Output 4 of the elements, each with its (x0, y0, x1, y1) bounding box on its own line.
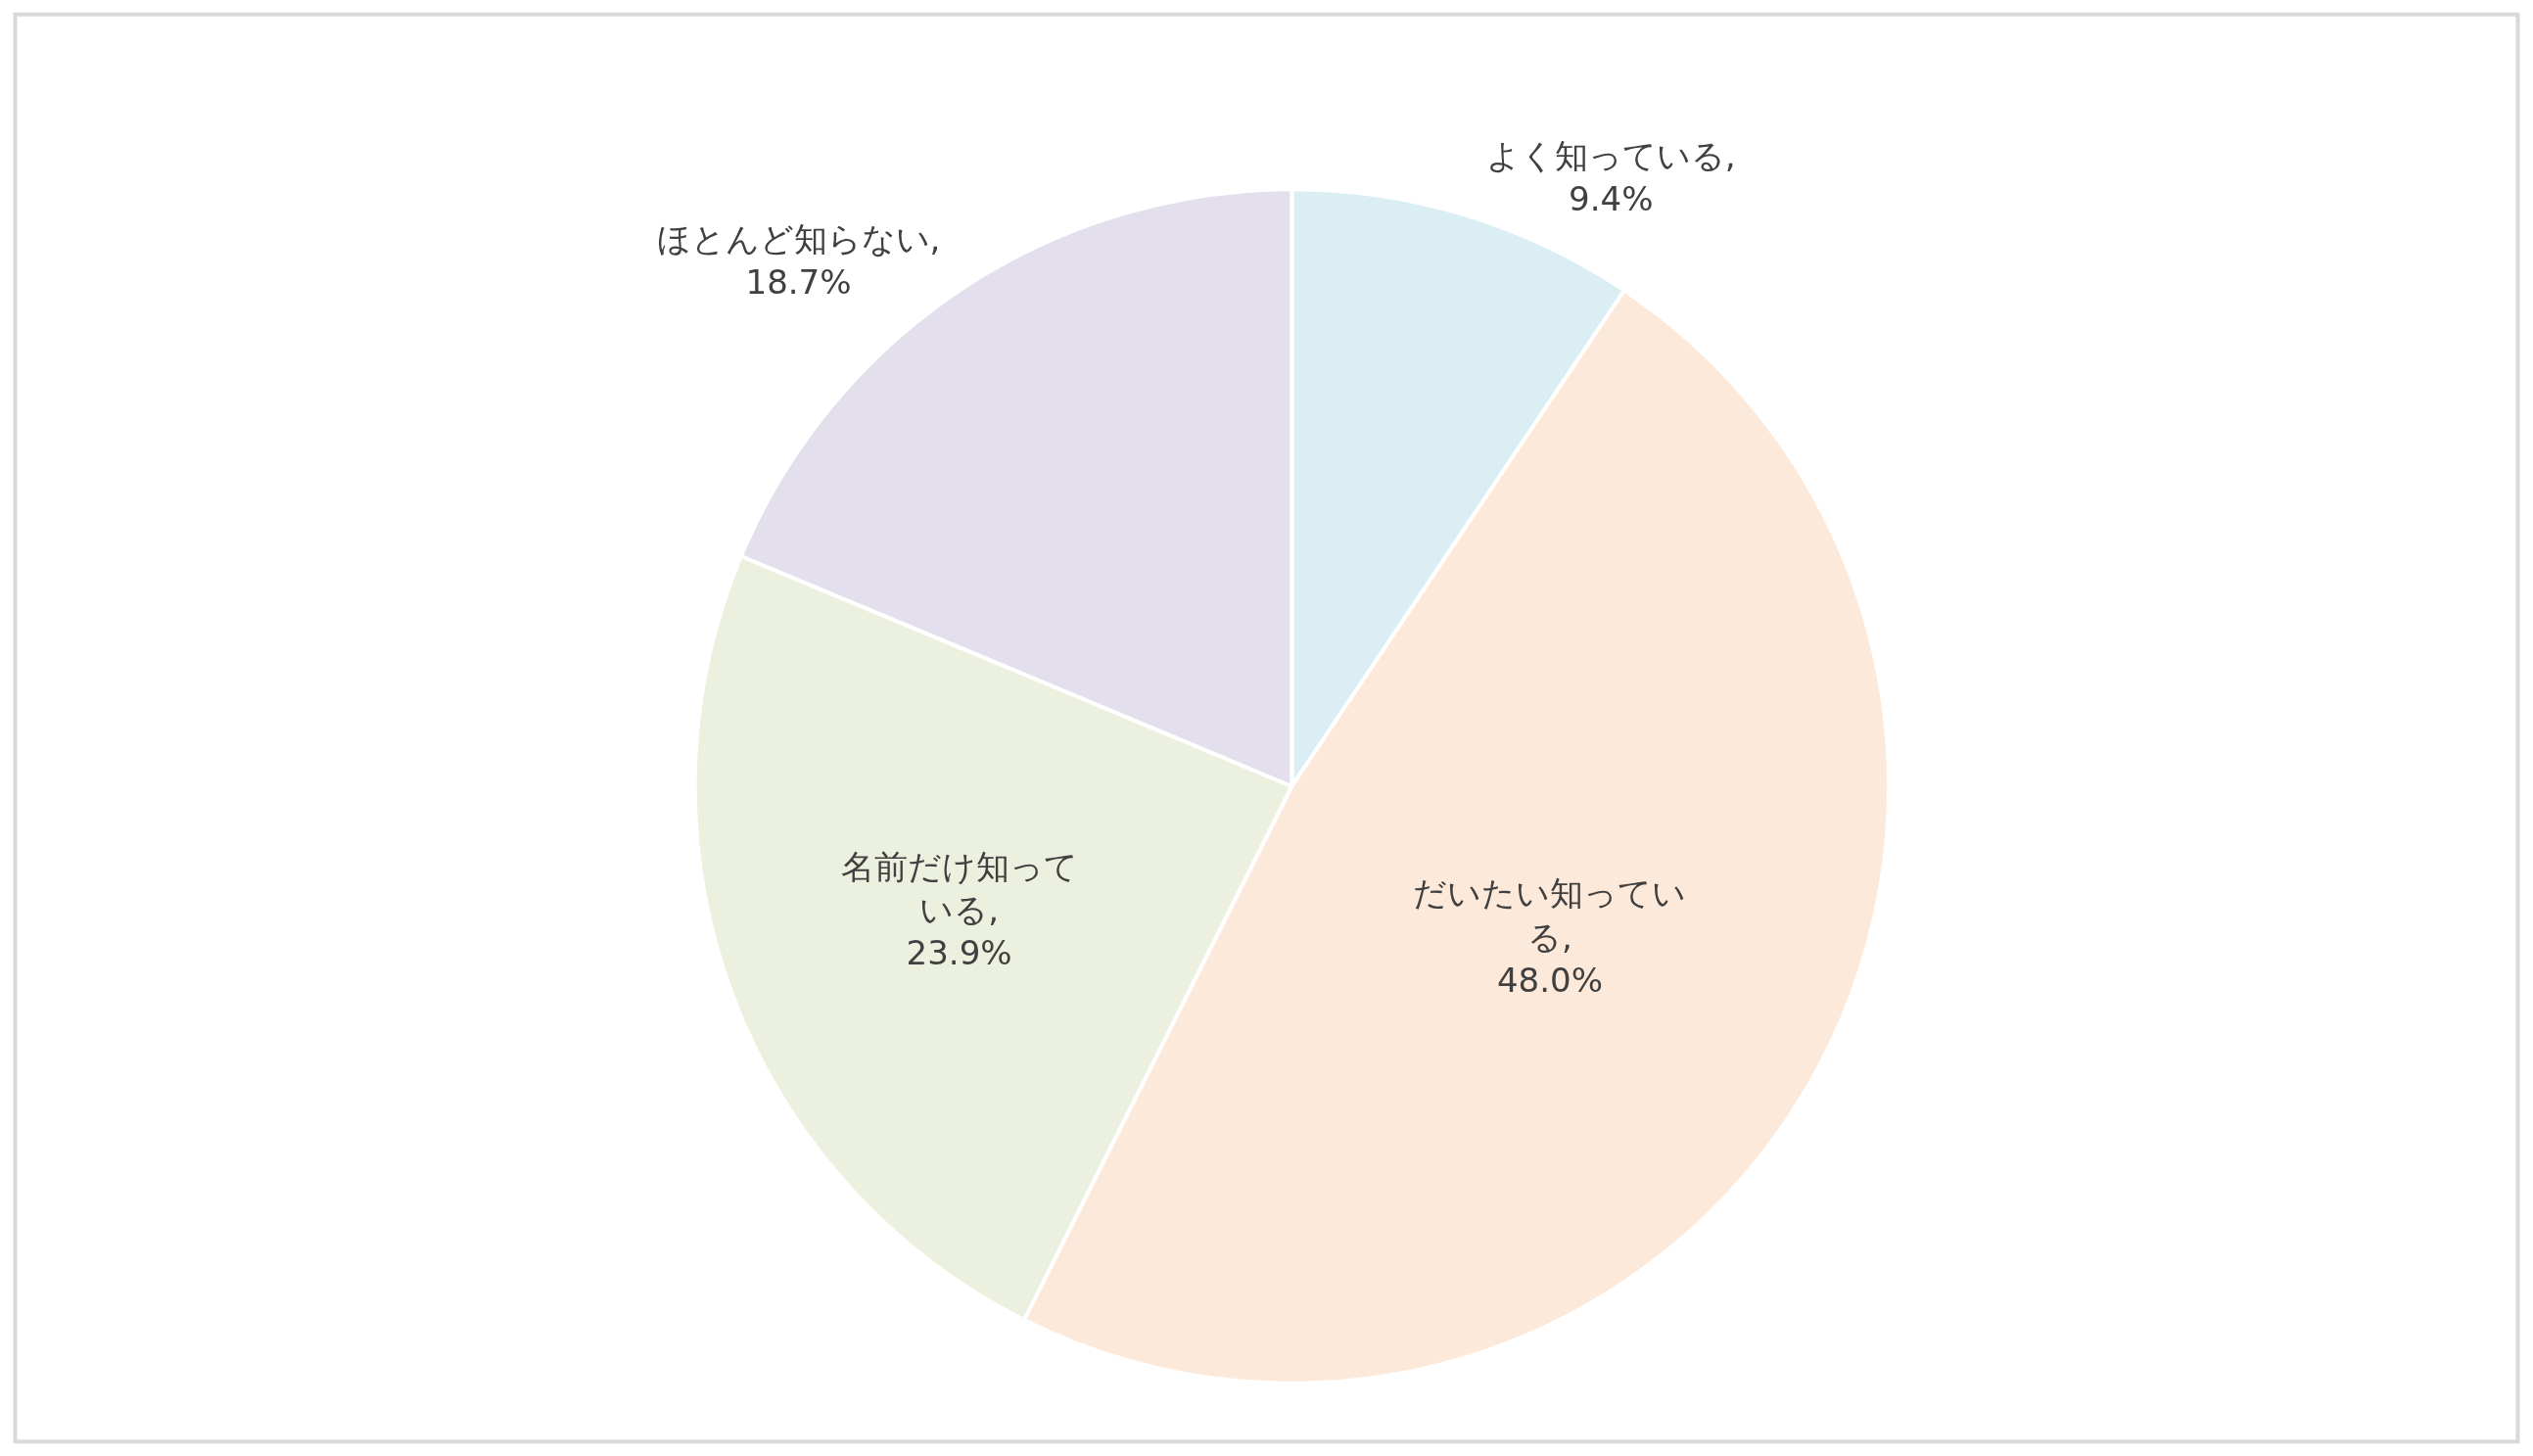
slice-label: 名前だけ知っている, 23.9% (840, 846, 1078, 973)
slice-label: よく知っている, 9.4% (1485, 136, 1736, 219)
slice-label: ほとんど知らない, 18.7% (656, 219, 941, 303)
slice-label: だいたい知っている, 48.0% (1413, 873, 1687, 1000)
